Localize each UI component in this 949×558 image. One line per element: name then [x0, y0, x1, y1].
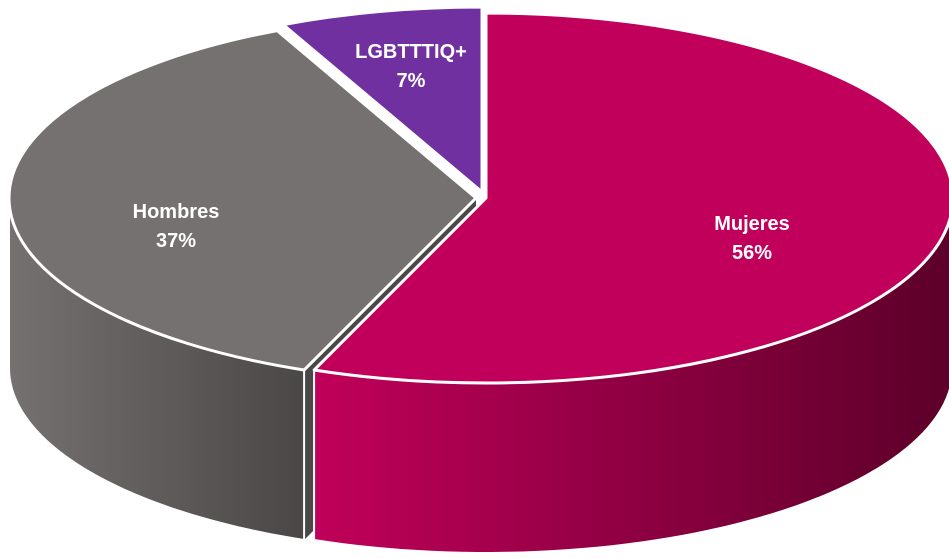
- label-hombres: Hombres: [133, 201, 220, 223]
- value-hombres: 37%: [156, 230, 196, 252]
- label-lgbtttiq: LGBTTTIQ+: [355, 41, 467, 63]
- pie-labels: Mujeres 56% Hombres 37% LGBTTTIQ+ 7%: [133, 41, 790, 264]
- pie-top-faces: [7, 5, 949, 385]
- value-lgbtttiq: 7%: [397, 70, 426, 92]
- slice-lgbtttiq: [281, 5, 484, 194]
- slice-hombres: [7, 29, 478, 372]
- label-mujeres: Mujeres: [714, 213, 790, 235]
- value-mujeres: 56%: [732, 242, 772, 264]
- slice-mujeres: [312, 11, 949, 385]
